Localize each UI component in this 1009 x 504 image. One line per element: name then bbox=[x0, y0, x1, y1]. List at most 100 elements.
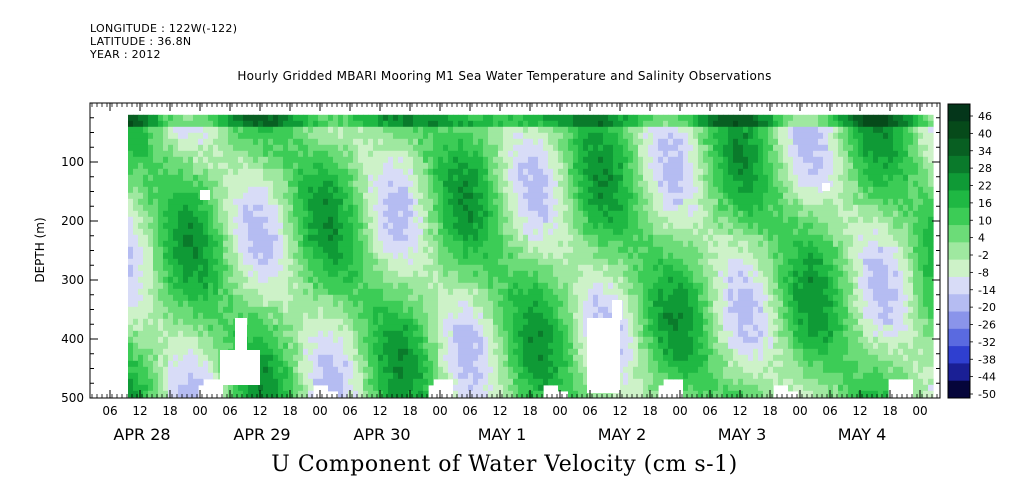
heatmap-cell bbox=[248, 150, 254, 158]
heatmap-cell bbox=[363, 264, 369, 272]
heatmap-cell bbox=[583, 114, 589, 122]
heatmap-cell bbox=[593, 246, 599, 254]
heatmap-cell bbox=[243, 276, 249, 284]
heatmap-cell bbox=[563, 180, 569, 188]
heatmap-cell bbox=[448, 252, 454, 260]
heatmap-cell bbox=[573, 342, 579, 350]
heatmap-cell bbox=[238, 162, 244, 170]
heatmap-cell bbox=[253, 318, 259, 326]
heatmap-cell bbox=[208, 174, 214, 182]
heatmap-cell bbox=[198, 150, 204, 158]
heatmap-cell bbox=[338, 186, 344, 194]
heatmap-cell bbox=[453, 366, 459, 374]
heatmap-cell bbox=[413, 270, 419, 278]
heatmap-cell bbox=[553, 348, 559, 356]
heatmap-cell bbox=[553, 132, 559, 140]
heatmap-cell bbox=[183, 216, 189, 224]
heatmap-cell bbox=[423, 252, 429, 260]
heatmap-cell bbox=[583, 366, 589, 374]
heatmap-cell bbox=[218, 162, 224, 170]
heatmap-cell bbox=[388, 366, 394, 374]
heatmap-cell bbox=[658, 198, 664, 206]
heatmap-cell bbox=[398, 150, 404, 158]
heatmap-cell bbox=[333, 384, 339, 392]
heatmap-cell bbox=[408, 120, 414, 128]
heatmap-cell bbox=[443, 222, 449, 230]
heatmap-cell bbox=[238, 276, 244, 284]
heatmap-cell bbox=[428, 222, 434, 230]
heatmap-cell bbox=[543, 114, 549, 122]
heatmap-cell bbox=[493, 192, 499, 200]
heatmap-cell bbox=[483, 234, 489, 242]
heatmap-cell bbox=[383, 120, 389, 128]
heatmap-cell bbox=[463, 192, 469, 200]
heatmap-cell bbox=[168, 132, 174, 140]
heatmap-cell bbox=[618, 234, 624, 242]
heatmap-cell bbox=[283, 210, 289, 218]
heatmap-cell bbox=[228, 276, 234, 284]
heatmap-cell bbox=[533, 306, 539, 314]
heatmap-cell bbox=[648, 342, 654, 350]
heatmap-cell bbox=[403, 288, 409, 296]
heatmap-cell bbox=[358, 138, 364, 146]
heatmap-cell bbox=[563, 162, 569, 170]
heatmap-cell bbox=[148, 294, 154, 302]
heatmap-cell bbox=[213, 192, 219, 200]
heatmap-cell bbox=[373, 120, 379, 128]
heatmap-cell bbox=[493, 354, 499, 362]
heatmap-cell bbox=[333, 210, 339, 218]
heatmap-cell bbox=[473, 360, 479, 368]
heatmap-cell bbox=[533, 162, 539, 170]
heatmap-cell bbox=[543, 282, 549, 290]
heatmap-cell bbox=[363, 162, 369, 170]
heatmap-cell bbox=[298, 360, 304, 368]
heatmap-cell bbox=[538, 306, 544, 314]
heatmap-cell bbox=[213, 162, 219, 170]
heatmap-cell bbox=[368, 168, 374, 176]
heatmap-cell bbox=[608, 192, 614, 200]
heatmap-cell bbox=[573, 180, 579, 188]
heatmap-cell bbox=[498, 144, 504, 152]
heatmap-cell bbox=[568, 372, 574, 380]
heatmap-cell bbox=[263, 240, 269, 248]
heatmap-cell bbox=[503, 216, 509, 224]
heatmap-cell bbox=[538, 378, 544, 386]
heatmap-cell bbox=[138, 168, 144, 176]
heatmap-cell bbox=[203, 252, 209, 260]
heatmap-cell bbox=[278, 294, 284, 302]
heatmap-cell bbox=[423, 228, 429, 236]
heatmap-cell bbox=[523, 366, 529, 374]
heatmap-cell bbox=[253, 156, 259, 164]
heatmap-cell bbox=[248, 282, 254, 290]
heatmap-cell bbox=[538, 246, 544, 254]
heatmap-cell bbox=[358, 348, 364, 356]
heatmap-cell bbox=[533, 150, 539, 158]
heatmap-cell bbox=[198, 282, 204, 290]
heatmap-cell bbox=[153, 198, 159, 206]
heatmap-cell bbox=[158, 198, 164, 206]
heatmap-cell bbox=[438, 186, 444, 194]
heatmap-cell bbox=[353, 336, 359, 344]
heatmap-cell bbox=[558, 372, 564, 380]
heatmap-cell bbox=[493, 306, 499, 314]
heatmap-cell bbox=[223, 390, 229, 398]
heatmap-cell bbox=[343, 180, 349, 188]
heatmap-cell bbox=[378, 324, 384, 332]
heatmap-cell bbox=[248, 138, 254, 146]
heatmap-cell bbox=[368, 324, 374, 332]
heatmap-cell bbox=[313, 300, 319, 308]
heatmap-cell bbox=[298, 114, 304, 122]
heatmap-cell bbox=[203, 222, 209, 230]
heatmap-cell bbox=[643, 126, 649, 134]
heatmap-cell bbox=[288, 354, 294, 362]
heatmap-cell bbox=[388, 258, 394, 266]
heatmap-cell bbox=[573, 126, 579, 134]
heatmap-cell bbox=[528, 192, 534, 200]
heatmap-cell bbox=[413, 156, 419, 164]
heatmap-cell bbox=[288, 162, 294, 170]
heatmap-cell bbox=[443, 162, 449, 170]
heatmap-cell bbox=[403, 174, 409, 182]
heatmap-cell bbox=[608, 114, 614, 122]
heatmap-cell bbox=[383, 192, 389, 200]
heatmap-cell bbox=[633, 180, 639, 188]
